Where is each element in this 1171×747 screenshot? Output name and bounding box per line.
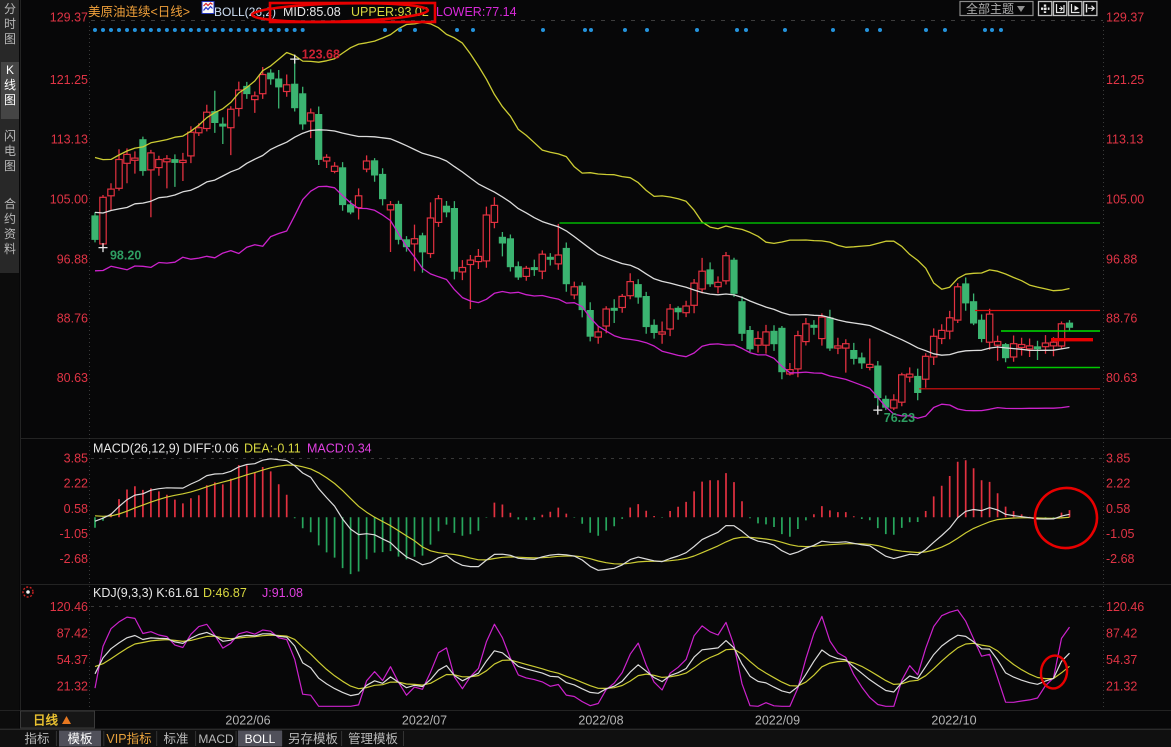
svg-text:图: 图 (4, 159, 16, 173)
svg-text:129.37: 129.37 (1106, 11, 1144, 25)
svg-text:98.20: 98.20 (110, 249, 141, 263)
svg-text:80.63: 80.63 (57, 371, 88, 385)
svg-text:87.42: 87.42 (1106, 627, 1137, 641)
svg-text:K: K (6, 63, 14, 77)
svg-text:BOLL: BOLL (245, 732, 276, 746)
svg-text:54.37: 54.37 (1106, 653, 1137, 667)
svg-text:54.37: 54.37 (57, 653, 88, 667)
svg-text:88.76: 88.76 (57, 312, 88, 326)
svg-text:2022/07: 2022/07 (402, 714, 447, 728)
svg-text:约: 约 (4, 211, 16, 226)
svg-text:129.37: 129.37 (50, 11, 88, 25)
svg-text:113.13: 113.13 (1106, 133, 1143, 147)
svg-text:21.32: 21.32 (57, 680, 88, 694)
svg-text:VIP指标: VIP指标 (106, 731, 151, 746)
svg-text:另存模板: 另存模板 (288, 732, 339, 746)
svg-text:合: 合 (4, 196, 16, 211)
svg-text:3.85: 3.85 (64, 452, 88, 466)
svg-text:0.58: 0.58 (1106, 502, 1130, 516)
svg-text:88.76: 88.76 (1106, 312, 1137, 326)
svg-text:105.00: 105.00 (50, 193, 88, 207)
svg-text:模板: 模板 (67, 732, 93, 746)
svg-text:3.85: 3.85 (1106, 452, 1130, 466)
svg-text:21.32: 21.32 (1106, 680, 1137, 694)
svg-text:指标: 指标 (24, 731, 49, 746)
svg-text:2022/06: 2022/06 (225, 714, 270, 728)
svg-text:123.68: 123.68 (302, 48, 340, 62)
svg-text:120.46: 120.46 (50, 600, 88, 614)
svg-text:-2.68: -2.68 (1106, 552, 1135, 566)
svg-text:D:46.87: D:46.87 (203, 586, 247, 600)
svg-text:全部主题: 全部主题 (966, 1, 1014, 16)
svg-text:113.13: 113.13 (51, 133, 88, 147)
svg-text:MACD: MACD (198, 732, 234, 746)
svg-text:2022/09: 2022/09 (755, 714, 800, 728)
svg-text:标准: 标准 (163, 732, 188, 746)
svg-text:76.23: 76.23 (884, 411, 915, 425)
svg-text:管理模板: 管理模板 (348, 731, 399, 746)
svg-text:MACD(26,12,9) DIFF:0.06: MACD(26,12,9) DIFF:0.06 (93, 442, 239, 456)
svg-text:日线: 日线 (33, 713, 59, 728)
svg-text:MID:85.08: MID:85.08 (283, 5, 341, 19)
svg-text:线: 线 (4, 78, 16, 92)
svg-text:美原油连续<日线>: 美原油连续<日线> (88, 4, 190, 19)
svg-text:DEA:-0.11: DEA:-0.11 (244, 442, 301, 456)
svg-text:2.22: 2.22 (1106, 477, 1130, 491)
svg-text:LOWER:77.14: LOWER:77.14 (436, 5, 517, 19)
svg-text:0.58: 0.58 (64, 502, 88, 516)
svg-text:KDJ(9,3,3) K:61.61: KDJ(9,3,3) K:61.61 (93, 586, 199, 600)
svg-text:121.25: 121.25 (50, 73, 88, 87)
svg-text:BOLL(26,2): BOLL(26,2) (214, 5, 276, 19)
svg-text:分: 分 (4, 2, 16, 16)
svg-text:J:91.08: J:91.08 (262, 586, 303, 600)
svg-text:121.25: 121.25 (1106, 73, 1144, 87)
svg-text:MACD:0.34: MACD:0.34 (307, 442, 372, 456)
svg-text:2022/10: 2022/10 (931, 714, 976, 728)
svg-text:资: 资 (4, 227, 16, 241)
svg-text:105.00: 105.00 (1106, 193, 1144, 207)
svg-text:电: 电 (4, 144, 16, 158)
svg-text:87.42: 87.42 (57, 627, 88, 641)
svg-text:96.88: 96.88 (57, 253, 88, 267)
svg-text:-1.05: -1.05 (60, 527, 89, 541)
svg-text:料: 料 (4, 242, 16, 256)
svg-text:闪: 闪 (4, 129, 16, 143)
svg-text:时: 时 (4, 17, 16, 31)
svg-text:图: 图 (4, 93, 16, 107)
svg-text:96.88: 96.88 (1106, 253, 1137, 267)
svg-text:图: 图 (4, 32, 16, 46)
svg-text:80.63: 80.63 (1106, 371, 1137, 385)
svg-text:-1.05: -1.05 (1106, 527, 1135, 541)
svg-text:120.46: 120.46 (1106, 600, 1144, 614)
svg-text:2022/08: 2022/08 (578, 714, 623, 728)
svg-text:-2.68: -2.68 (60, 552, 89, 566)
svg-text:2.22: 2.22 (64, 477, 88, 491)
